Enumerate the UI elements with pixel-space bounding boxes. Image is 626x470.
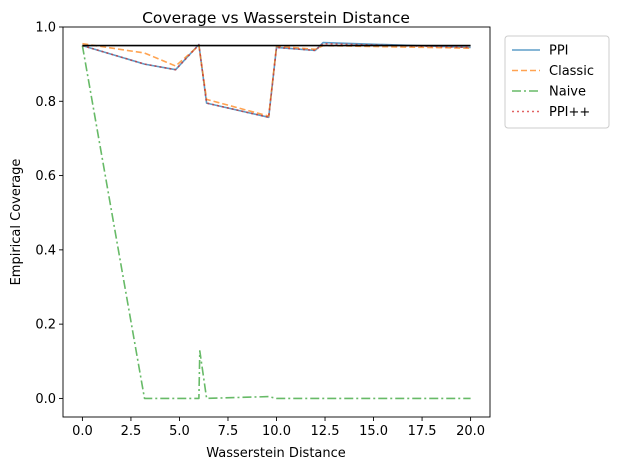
y-tick-label: 1.0 bbox=[35, 21, 56, 36]
y-tick-label: 0.6 bbox=[35, 169, 56, 184]
legend-label-ppi-: PPI++ bbox=[549, 105, 590, 120]
legend-box bbox=[504, 35, 610, 129]
x-tick-label: 17.5 bbox=[408, 424, 437, 439]
legend-label-classic: Classic bbox=[549, 64, 594, 79]
legend-label-naive: Naive bbox=[549, 85, 586, 100]
series-line-naive bbox=[81, 45, 471, 400]
legend-label-ppi: PPI bbox=[549, 44, 569, 59]
y-tick-label: 0.8 bbox=[35, 95, 56, 110]
x-tick-label: 15.0 bbox=[359, 424, 388, 439]
x-tick-label: 0.0 bbox=[72, 424, 93, 439]
x-tick-label: 20.0 bbox=[456, 424, 485, 439]
x-tick-label: 12.5 bbox=[311, 424, 340, 439]
plot-frame bbox=[62, 26, 491, 418]
series-line-ppi- bbox=[82, 42, 471, 119]
y-tick-label: 0.4 bbox=[35, 243, 56, 258]
x-tick-label: 5.0 bbox=[169, 424, 190, 439]
y-tick-label: 0.0 bbox=[35, 392, 56, 407]
chart-title: Coverage vs Wasserstein Distance bbox=[142, 9, 410, 27]
legend: PPI Classic Naive PPI++ bbox=[504, 35, 610, 129]
plot-area bbox=[81, 41, 471, 400]
x-tick-label: 10.0 bbox=[262, 424, 291, 439]
x-axis-label: Wasserstein Distance bbox=[206, 446, 346, 461]
y-tick-label: 0.2 bbox=[35, 318, 56, 333]
x-tick-label: 7.5 bbox=[218, 424, 239, 439]
axis-ticks: 0.0 2.5 5.0 7.5 10.0 12.5 15.0 17.5 20.0 0.0 0.2 0.… bbox=[35, 21, 485, 440]
x-tick-label: 2.5 bbox=[121, 424, 142, 439]
y-axis-label: Empirical Coverage bbox=[9, 159, 24, 286]
